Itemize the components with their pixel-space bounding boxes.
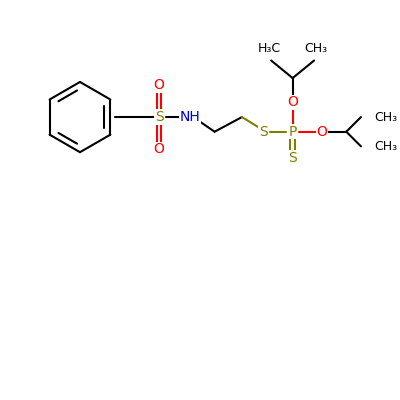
Text: P: P: [288, 125, 297, 139]
Text: CH₃: CH₃: [304, 42, 328, 55]
Text: S: S: [288, 151, 297, 165]
Text: O: O: [154, 142, 164, 156]
Text: O: O: [316, 125, 327, 139]
Text: H₃C: H₃C: [258, 42, 281, 55]
Text: CH₃: CH₃: [374, 140, 398, 153]
Text: CH₃: CH₃: [374, 110, 398, 124]
Text: S: S: [155, 110, 163, 124]
Text: S: S: [259, 125, 268, 139]
Text: O: O: [287, 96, 298, 110]
Text: NH: NH: [180, 110, 200, 124]
Text: O: O: [154, 78, 164, 92]
